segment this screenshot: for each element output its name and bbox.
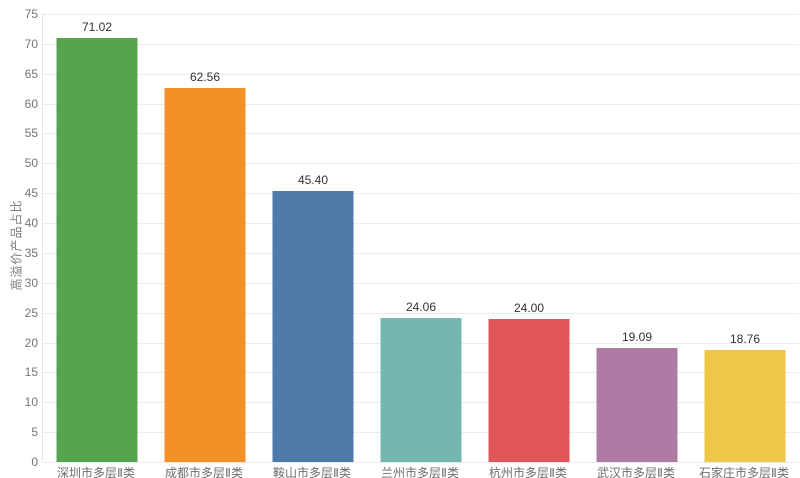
x-tick-label: 成都市多层Ⅱ类 [165,466,243,478]
y-tick-label: 45 [24,186,38,201]
bar: 62.56 [164,70,246,462]
y-tick-label: 55 [24,126,38,141]
y-axis-tick-labels: 0 5 10 15 20 25 30 35 40 45 50 55 60 65 70 75 [0,7,38,469]
y-tick-label: 35 [24,245,38,260]
gridline [43,133,799,135]
bar: 24.06 [380,300,462,462]
x-tick-label: 鞍山市多层Ⅱ类 [273,466,351,478]
y-tick-label: 20 [24,335,38,350]
bar-value-label: 45.40 [297,172,329,187]
y-tick-label: 60 [24,96,38,111]
bar: 24.00 [488,301,570,462]
y-tick-label: 75 [24,7,38,21]
x-axis-tick-labels: 深圳市多层Ⅱ类 成都市多层Ⅱ类 鞍山市多层Ⅱ类 兰州市多层Ⅱ类 杭州市多层Ⅱ类 武汉市多层… [42,464,798,478]
gridline [43,312,799,314]
gridline [43,163,799,165]
bar-value-label: 19.09 [621,329,653,344]
y-tick-label: 50 [24,156,38,171]
y-tick-label: 65 [24,66,38,81]
y-tick-label: 5 [31,425,38,440]
x-tick-label: 深圳市多层Ⅱ类 [57,466,135,478]
gridline [43,103,799,105]
gridline [43,14,799,15]
y-tick-label: 10 [24,395,38,410]
x-tick-label: 兰州市多层Ⅱ类 [381,466,459,478]
bar: 71.02 [56,20,138,462]
gridline [43,43,799,45]
y-tick-label: 40 [24,216,38,231]
bar: 18.76 [704,332,786,462]
gridline [43,252,799,254]
bar-value-label: 24.00 [513,300,545,315]
y-tick-label: 15 [24,365,38,380]
gridline [43,282,799,284]
gridline [43,73,799,75]
plot-area: 71.02 62.56 45.40 24.06 24.00 19.09 18.76 [42,14,799,463]
bar-value-label: 71.02 [81,19,113,34]
bar-value-label: 62.56 [189,70,221,85]
bar-value-label: 24.06 [405,300,437,315]
x-tick-label: 石家庄市多层Ⅱ类 [699,466,789,478]
bar: 45.40 [272,173,354,462]
y-tick-label: 30 [24,275,38,290]
x-tick-label: 杭州市多层Ⅱ类 [489,466,567,478]
x-tick-label: 武汉市多层Ⅱ类 [597,466,675,478]
y-tick-label: 0 [31,455,38,469]
gridline [43,462,799,463]
bar: 19.09 [596,330,678,462]
y-tick-label: 25 [24,305,38,320]
y-tick-label: 70 [24,36,38,51]
gridline [43,193,799,195]
gridline [43,223,799,225]
bar-value-label: 18.76 [729,331,761,346]
